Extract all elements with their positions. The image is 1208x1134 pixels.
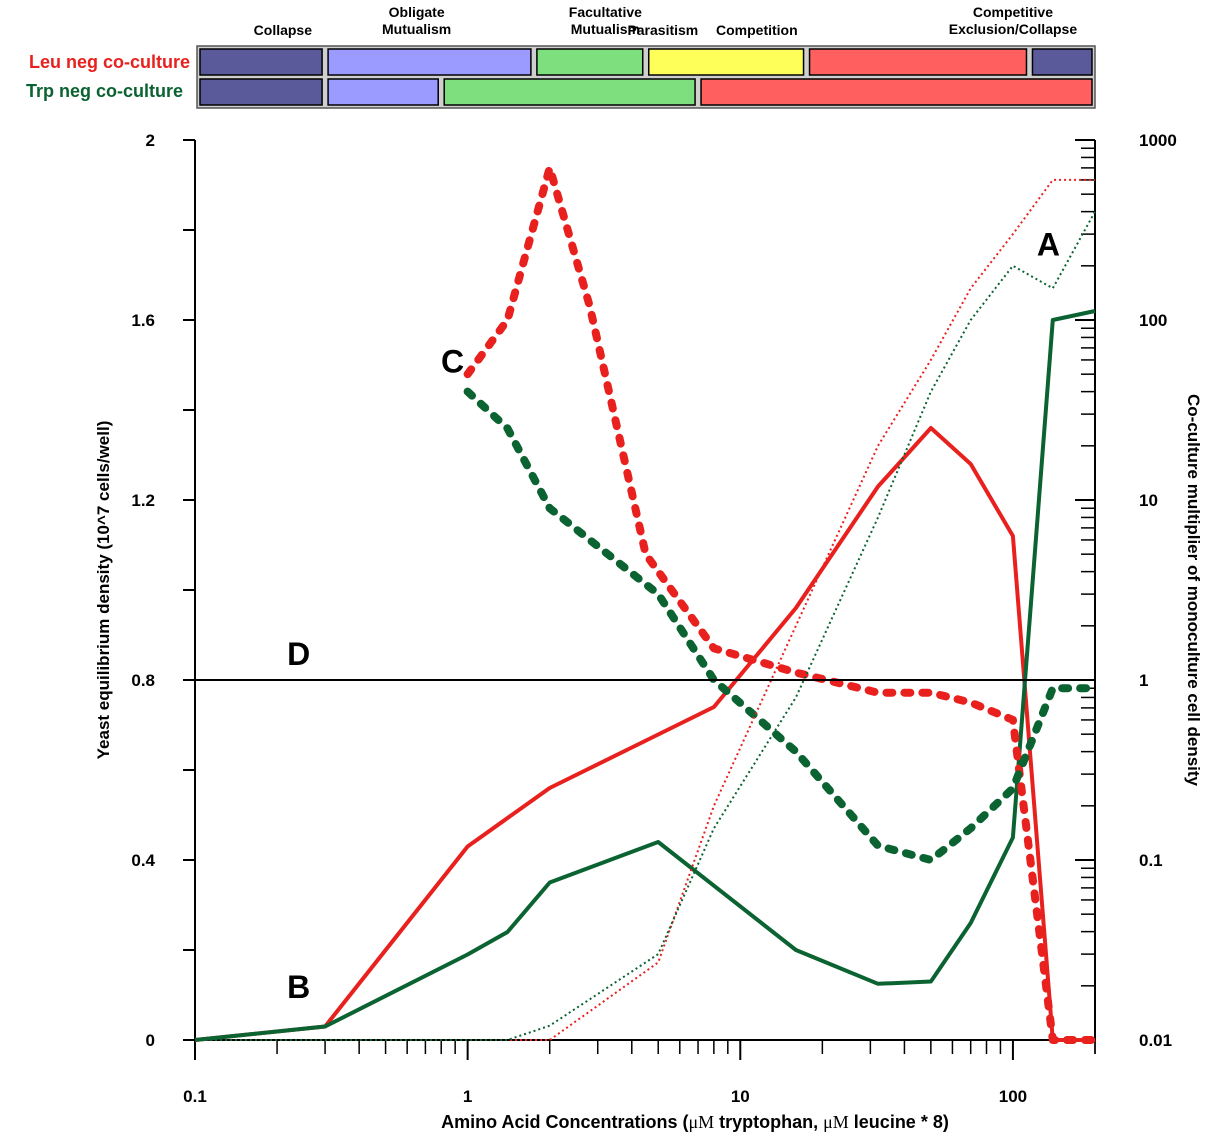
y-right-tick-label: 10: [1139, 491, 1158, 510]
series-leu-dashed: [463, 163, 1099, 1044]
leu-row-segment-parasitism: [647, 48, 805, 76]
series-lines: [194, 163, 1099, 1044]
x-tick-label: 0.1: [183, 1087, 207, 1106]
regime-header-5: Exclusion/Collapse: [949, 21, 1078, 37]
y-right-tick-label: 0.1: [1139, 851, 1163, 870]
y-right-tick-label: 1000: [1139, 131, 1177, 150]
x-axis-label-part: Amino Acid Concentrations (: [441, 1112, 688, 1132]
trp-row-segment-collapse: [199, 78, 323, 106]
labels: A B C D: [287, 227, 1060, 1006]
regime-header-3: Parasitism: [627, 22, 698, 38]
axes: 0 0.4 0.8 1.2 1.6 2 0.01 0.1 1 10 100 1000 0.1 1 10 100…: [94, 131, 1203, 1132]
x-axis-label-part: leucine * 8): [849, 1112, 949, 1132]
x-axis-label: Amino Acid Concentrations (μM tryptophan…: [441, 1112, 949, 1132]
y-left-tick-label: 0: [146, 1031, 155, 1050]
regime-header-0: Collapse: [254, 22, 313, 38]
leu-row-segment-exclusion: [1031, 48, 1093, 76]
y-left-tick-label: 0.4: [131, 851, 155, 870]
x-tick-label: 1: [463, 1087, 472, 1106]
regime-header-1: Obligate: [389, 4, 445, 20]
regime-header-2: Mutualism: [571, 21, 640, 37]
annotation-C: C: [441, 344, 464, 380]
series-trp-solid: [194, 309, 1096, 1042]
y-right-tick-label: 1: [1139, 671, 1148, 690]
leu-row-segment-competition: [808, 48, 1028, 76]
trp-row-segment-obligate: [327, 78, 439, 106]
leu-row-segment-obligate: [327, 48, 532, 76]
y-axis-right-label: Co-culture multiplier of monoculture cel…: [1184, 394, 1203, 787]
series-leu-solid: [194, 426, 1095, 1042]
series-trp-dotted: [195, 211, 1096, 1041]
y-left-tick-label: 0.8: [131, 671, 155, 690]
leu-row-segment-collapse: [199, 48, 323, 76]
x-axis-label-part: tryptophan,: [714, 1112, 823, 1132]
regime-header-5: Competitive: [973, 4, 1053, 20]
trp-row-segment-competition: [700, 78, 1093, 106]
x-axis-label-part: μM: [823, 1112, 849, 1132]
y-left-tick-label: 1.2: [131, 491, 155, 510]
y-left-tick-label: 2: [146, 131, 155, 150]
regime-header-2: Facultative: [569, 4, 642, 20]
annotation-B: B: [287, 969, 310, 1005]
interaction-bar: CollapseObligateMutualismFacultativeMutu…: [26, 4, 1096, 109]
legend-leu-label: Leu neg co-culture: [29, 52, 190, 72]
y-axis-left-label: Yeast equilibrium density (10^7 cells/we…: [94, 421, 113, 760]
regime-header-4: Competition: [716, 22, 798, 38]
x-tick-label: 100: [999, 1087, 1027, 1106]
y-left-tick-label: 1.6: [131, 311, 155, 330]
x-tick-label: 10: [731, 1087, 750, 1106]
y-right-tick-label: 0.01: [1139, 1031, 1172, 1050]
annotation-A: A: [1037, 227, 1060, 263]
leu-row-segment-facultative: [536, 48, 644, 76]
trp-row-segment-facultative: [443, 78, 696, 106]
regime-header-1: Mutualism: [382, 21, 451, 37]
legend-trp-label: Trp neg co-culture: [26, 81, 183, 101]
annotation-D: D: [287, 636, 310, 672]
y-right-tick-label: 100: [1139, 311, 1167, 330]
series-trp-dashed: [463, 387, 1099, 864]
x-axis-label-part: μM: [688, 1112, 714, 1132]
series-leu-dotted: [195, 178, 1095, 1041]
